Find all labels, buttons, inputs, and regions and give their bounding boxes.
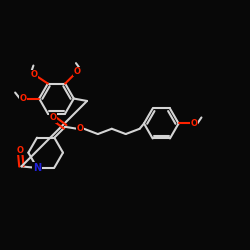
Text: O: O <box>19 94 26 103</box>
Text: O: O <box>49 113 56 122</box>
Text: O: O <box>77 124 84 133</box>
Text: O: O <box>74 67 81 76</box>
Text: O: O <box>30 70 38 79</box>
Text: N: N <box>33 163 41 173</box>
Text: O: O <box>17 146 24 154</box>
Text: O: O <box>191 119 198 128</box>
